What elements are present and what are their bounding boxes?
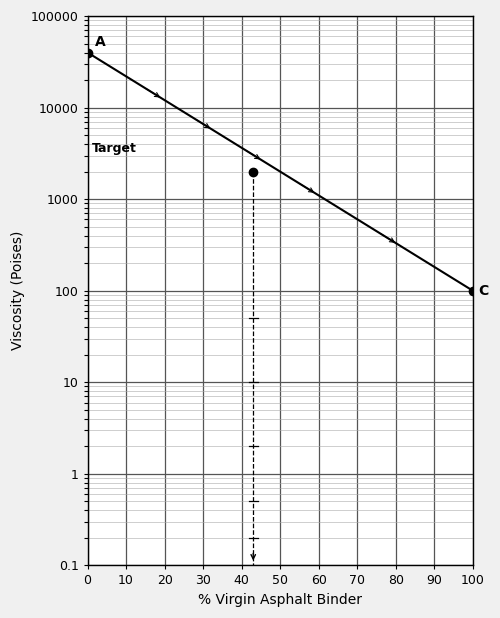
X-axis label: % Virgin Asphalt Binder: % Virgin Asphalt Binder [198,593,362,607]
Text: Target: Target [92,142,136,154]
Text: A: A [96,35,106,49]
Text: C: C [478,284,489,298]
Y-axis label: Viscosity (Poises): Viscosity (Poises) [11,231,25,350]
